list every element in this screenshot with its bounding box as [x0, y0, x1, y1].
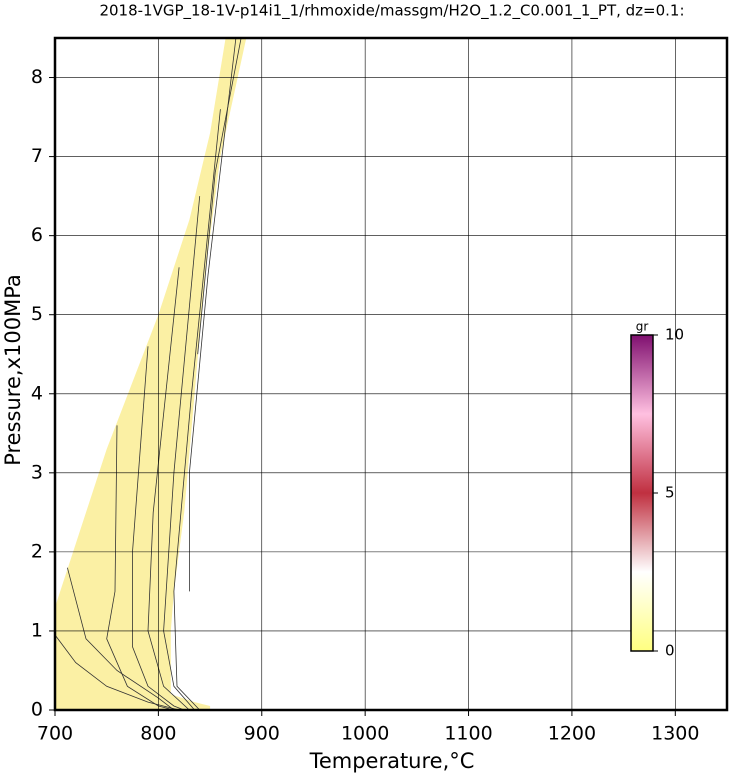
y-tick-label: 4	[31, 382, 43, 404]
y-tick-label: 0	[31, 699, 43, 721]
x-tick-label: 700	[37, 723, 73, 745]
colorbar-label: gr	[636, 320, 649, 334]
plot-area	[55, 38, 727, 710]
colorbar-tick-label: 0	[665, 642, 675, 660]
x-tick-label: 1100	[444, 723, 492, 745]
x-tick-label: 800	[140, 723, 176, 745]
y-tick-label: 2	[31, 540, 43, 562]
colorbar	[630, 334, 654, 652]
y-tick-label: 8	[31, 66, 43, 88]
contour-line	[67, 567, 175, 710]
contour-line	[197, 38, 242, 355]
y-tick-label: 7	[31, 145, 43, 167]
y-tick-label: 1	[31, 619, 43, 641]
y-tick-label: 5	[31, 303, 43, 325]
x-tick-label: 1200	[548, 723, 596, 745]
y-tick-label: 6	[31, 224, 43, 246]
chart-title: 2018-1VGP_18-1V-p14i1_1/rhmoxide/massgm/…	[99, 2, 684, 21]
axes: 700 800 900 1000 1100 1200 1300 0 1 2 3 4 5 6 7 8	[31, 66, 700, 744]
colorbar-tick-label: 10	[665, 326, 684, 344]
x-tick-label: 900	[244, 723, 280, 745]
contour-line	[132, 346, 185, 710]
contour-line	[106, 425, 174, 710]
x-tick-label: 1300	[651, 723, 699, 745]
plot-frame	[53, 36, 729, 712]
contour-line	[173, 109, 221, 710]
y-axis-label: Pressure,x100MPa	[1, 274, 25, 466]
x-tick-label: 1000	[341, 723, 389, 745]
x-axis-label: Temperature,°C	[309, 749, 475, 773]
y-tick-label: 3	[31, 461, 43, 483]
colorbar-tick-label: 5	[665, 484, 675, 502]
